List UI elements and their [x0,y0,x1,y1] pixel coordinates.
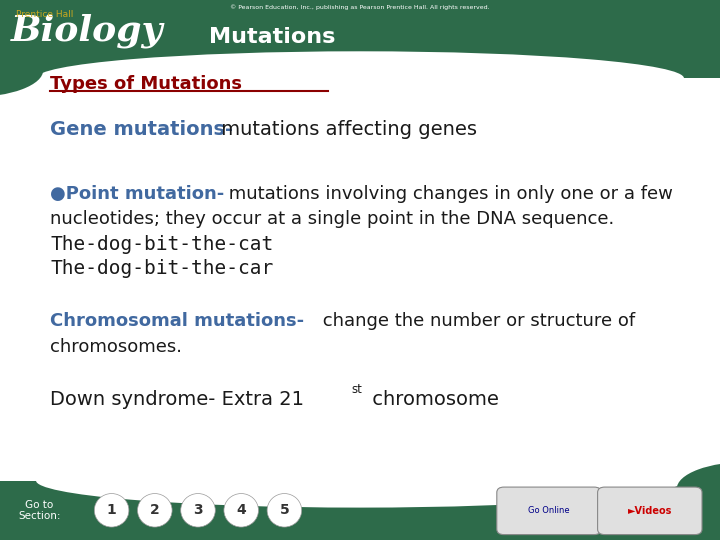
FancyBboxPatch shape [0,481,720,540]
Text: Types of Mutations: Types of Mutations [50,75,243,93]
Ellipse shape [267,494,302,527]
Text: Chromosomal mutations-: Chromosomal mutations- [50,312,305,330]
Ellipse shape [94,494,129,527]
Ellipse shape [138,494,172,527]
Text: 3: 3 [193,503,203,517]
Text: change the number or structure of: change the number or structure of [317,312,635,330]
Text: Go to
Section:: Go to Section: [18,500,61,521]
Text: 2: 2 [150,503,160,517]
Text: 5: 5 [279,503,289,517]
Text: Gene mutations-: Gene mutations- [50,120,233,139]
FancyBboxPatch shape [497,487,601,535]
Text: Prentice Hall: Prentice Hall [16,10,73,19]
FancyBboxPatch shape [0,0,720,78]
Text: ●Point mutation-: ●Point mutation- [50,185,225,204]
Text: 1: 1 [107,503,117,517]
Text: mutations involving changes in only one or a few: mutations involving changes in only one … [223,185,673,204]
Text: chromosomes.: chromosomes. [50,338,182,356]
FancyBboxPatch shape [598,487,702,535]
Text: Biology: Biology [11,14,163,48]
Ellipse shape [0,43,43,97]
Text: st: st [351,383,362,396]
Text: Go Online: Go Online [528,507,570,515]
Ellipse shape [224,494,258,527]
Text: The-dog-bit-the-cat: The-dog-bit-the-cat [50,234,274,254]
Text: ►Videos: ►Videos [628,506,672,516]
Ellipse shape [181,494,215,527]
Text: nucleotides; they occur at a single point in the DNA sequence.: nucleotides; they occur at a single poin… [50,210,615,228]
Text: mutations affecting genes: mutations affecting genes [215,120,477,139]
Ellipse shape [36,51,684,105]
Ellipse shape [36,454,684,508]
Text: 4: 4 [236,503,246,517]
Text: The-dog-bit-the-car: The-dog-bit-the-car [50,259,274,279]
Text: © Pearson Education, Inc., publishing as Pearson Prentice Hall. All rights reser: © Pearson Education, Inc., publishing as… [230,4,490,10]
Text: chromosome: chromosome [366,390,499,409]
Text: Mutations: Mutations [209,27,336,47]
Ellipse shape [677,462,720,516]
Text: Down syndrome- Extra 21: Down syndrome- Extra 21 [50,390,305,409]
